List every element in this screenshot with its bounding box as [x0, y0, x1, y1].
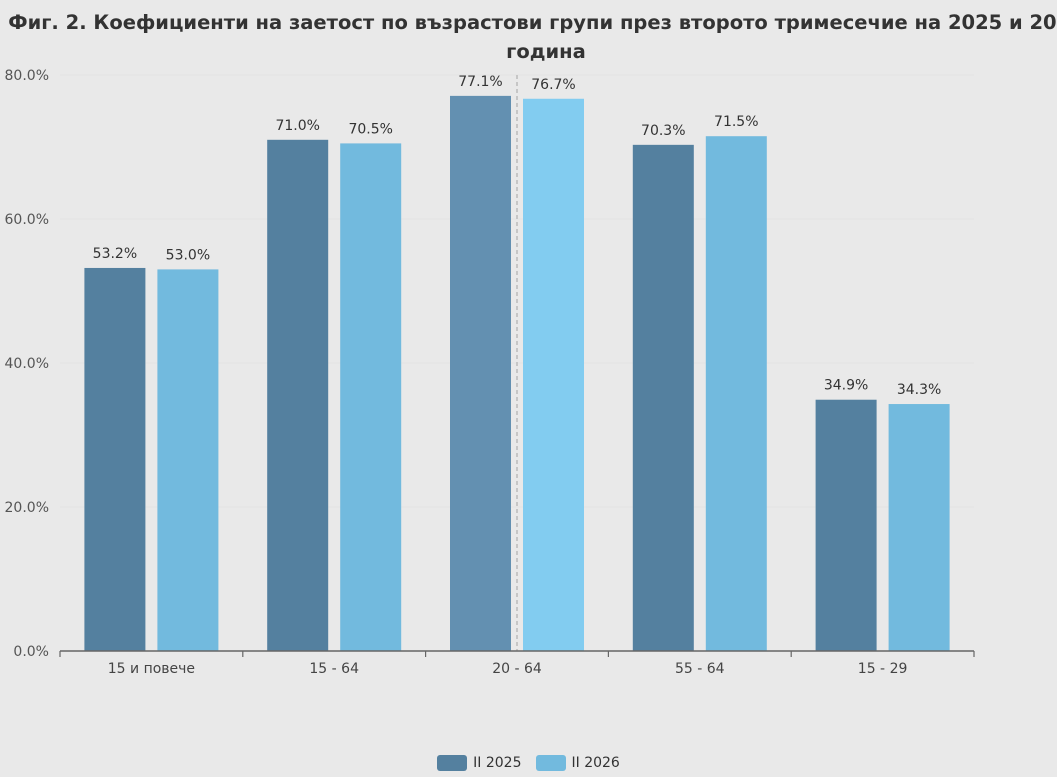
- data-label: 34.3%: [897, 382, 941, 398]
- label-layer: 53.2% 71.0% 77.1% 70.3% 34.9% 53.0% 70.5% 76.7%…: [93, 74, 942, 398]
- legend-swatch-series-2: [535, 755, 566, 771]
- legend-item-series-2[interactable]: II 2026: [535, 755, 620, 771]
- x-tick-label: 55 - 64: [675, 661, 725, 677]
- y-tick-label: 60.0%: [5, 212, 49, 228]
- data-label: 53.0%: [166, 247, 210, 263]
- x-tick-label: 20 - 64: [492, 661, 542, 677]
- bar-series-2[interactable]: [157, 269, 219, 651]
- x-tick-label: 15 - 64: [309, 661, 359, 677]
- legend-item-series-1[interactable]: II 2025: [437, 755, 522, 771]
- bar-series-2[interactable]: [523, 98, 584, 651]
- data-label: 71.0%: [275, 118, 319, 134]
- data-label: 76.7%: [531, 77, 575, 93]
- legend-swatch-series-1: [437, 755, 468, 771]
- bar-series-1[interactable]: [815, 399, 877, 651]
- bar-series-1[interactable]: [450, 95, 511, 651]
- legend-label-series-2: II 2026: [571, 755, 620, 771]
- chart-title: Фиг. 2. Коефициенти на заетост по възрас…: [6, 8, 1057, 66]
- chart-title-line-1: Фиг. 2. Коефициенти на заетост по възрас…: [8, 11, 1057, 34]
- bar-series-2[interactable]: [340, 143, 402, 651]
- bar-series-1[interactable]: [267, 139, 329, 652]
- data-label: 34.9%: [824, 378, 868, 394]
- data-label: 77.1%: [458, 74, 502, 90]
- bar-series-1[interactable]: [84, 267, 146, 651]
- y-tick-label: 80.0%: [5, 68, 49, 84]
- x-tick-label: 15 и повече: [108, 661, 195, 677]
- bar-series-2[interactable]: [705, 136, 767, 651]
- axis-layer: 0.0% 20.0% 40.0% 60.0% 80.0% 15 и повече 15 - …: [5, 68, 975, 677]
- bar-series-2[interactable]: [888, 404, 950, 651]
- data-label: 71.5%: [714, 114, 758, 130]
- x-tick-label: 15 - 29: [858, 661, 908, 677]
- y-tick-label: 40.0%: [5, 356, 49, 372]
- legend: II 2025 II 2026: [0, 755, 1057, 771]
- bar-layer: [84, 95, 950, 652]
- chart-title-line-2: година: [506, 40, 586, 63]
- legend-label-series-1: II 2025: [473, 755, 522, 771]
- bar-series-1[interactable]: [632, 144, 694, 651]
- y-tick-label: 20.0%: [5, 500, 49, 516]
- data-label: 70.5%: [348, 121, 392, 137]
- data-label: 53.2%: [93, 246, 137, 262]
- y-tick-label: 0.0%: [13, 644, 49, 660]
- data-label: 70.3%: [641, 123, 685, 139]
